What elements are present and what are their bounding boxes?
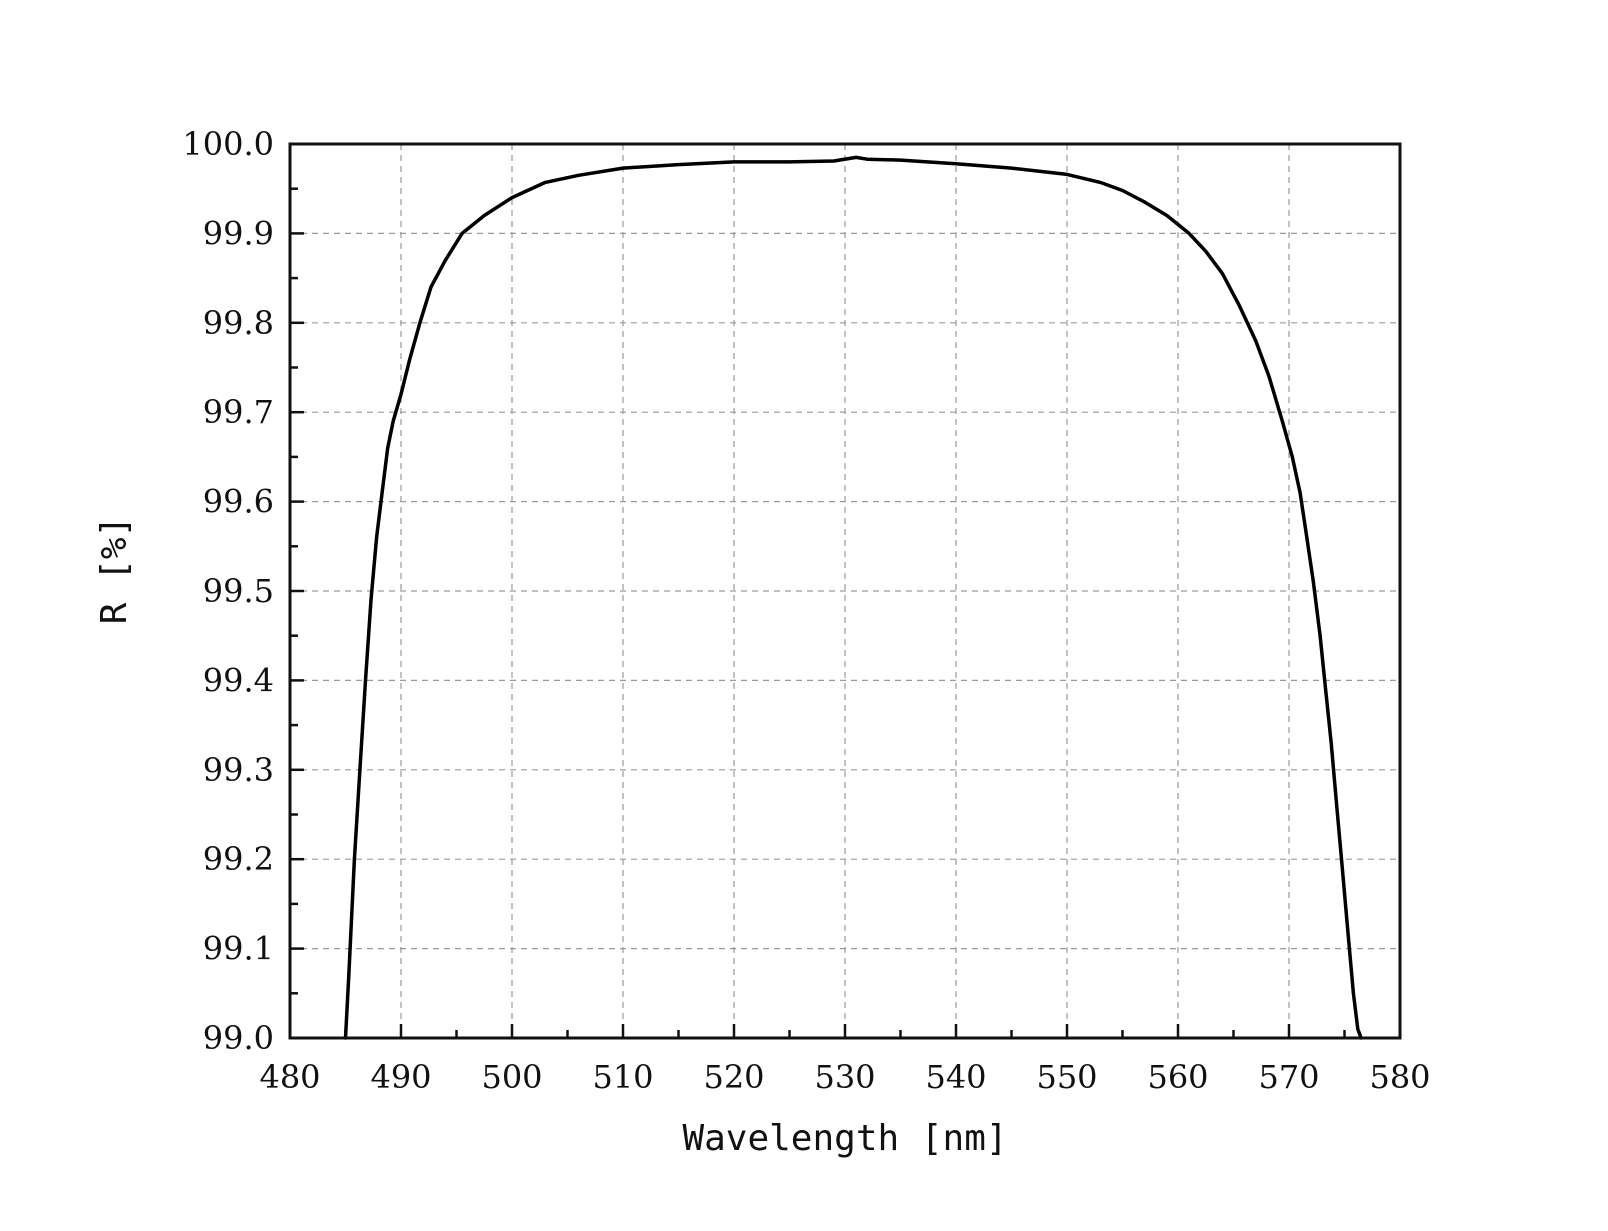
axis-ticks bbox=[288, 142, 1402, 1040]
x-tick-label: 550 bbox=[1036, 1058, 1097, 1096]
reflectance-curve bbox=[343, 155, 1363, 1040]
y-tick-label: 99.6 bbox=[203, 483, 274, 521]
x-tick-label: 490 bbox=[370, 1058, 431, 1096]
series-layer bbox=[343, 155, 1363, 1040]
x-axis-title: Wavelength [nm] bbox=[682, 1118, 1007, 1159]
y-tick-label: 99.5 bbox=[203, 572, 274, 610]
x-tick-label: 530 bbox=[814, 1058, 875, 1096]
x-tick-labels: 480 490 500 510 520 530 540 550 560 570 580 bbox=[259, 1058, 1430, 1096]
x-tick-label: 570 bbox=[1258, 1058, 1319, 1096]
y-tick-label: 99.1 bbox=[203, 930, 274, 968]
y-tick-labels: 99.0 99.1 99.2 99.3 99.4 99.5 99.6 99.7 99.8 99.9… bbox=[182, 125, 274, 1057]
x-tick-label: 540 bbox=[925, 1058, 986, 1096]
y-tick-label: 99.8 bbox=[203, 304, 274, 342]
x-tick-label: 560 bbox=[1147, 1058, 1208, 1096]
x-tick-label: 580 bbox=[1369, 1058, 1430, 1096]
x-tick-label: 480 bbox=[259, 1058, 320, 1096]
y-tick-label: 99.4 bbox=[203, 661, 274, 699]
x-tick-label: 510 bbox=[592, 1058, 653, 1096]
plot-frame bbox=[288, 142, 1402, 1040]
y-tick-label: 99.7 bbox=[203, 393, 274, 431]
y-tick-label: 99.3 bbox=[203, 751, 274, 789]
y-tick-label: 99.9 bbox=[203, 214, 274, 252]
y-axis-title: R [%] bbox=[94, 516, 135, 624]
y-tick-label: 99.2 bbox=[203, 840, 274, 878]
grid-lines bbox=[290, 144, 1400, 1038]
x-tick-label: 520 bbox=[703, 1058, 764, 1096]
y-tick-label: 100.0 bbox=[182, 125, 274, 163]
x-tick-label: 500 bbox=[481, 1058, 542, 1096]
y-tick-label: 99.0 bbox=[203, 1019, 274, 1057]
